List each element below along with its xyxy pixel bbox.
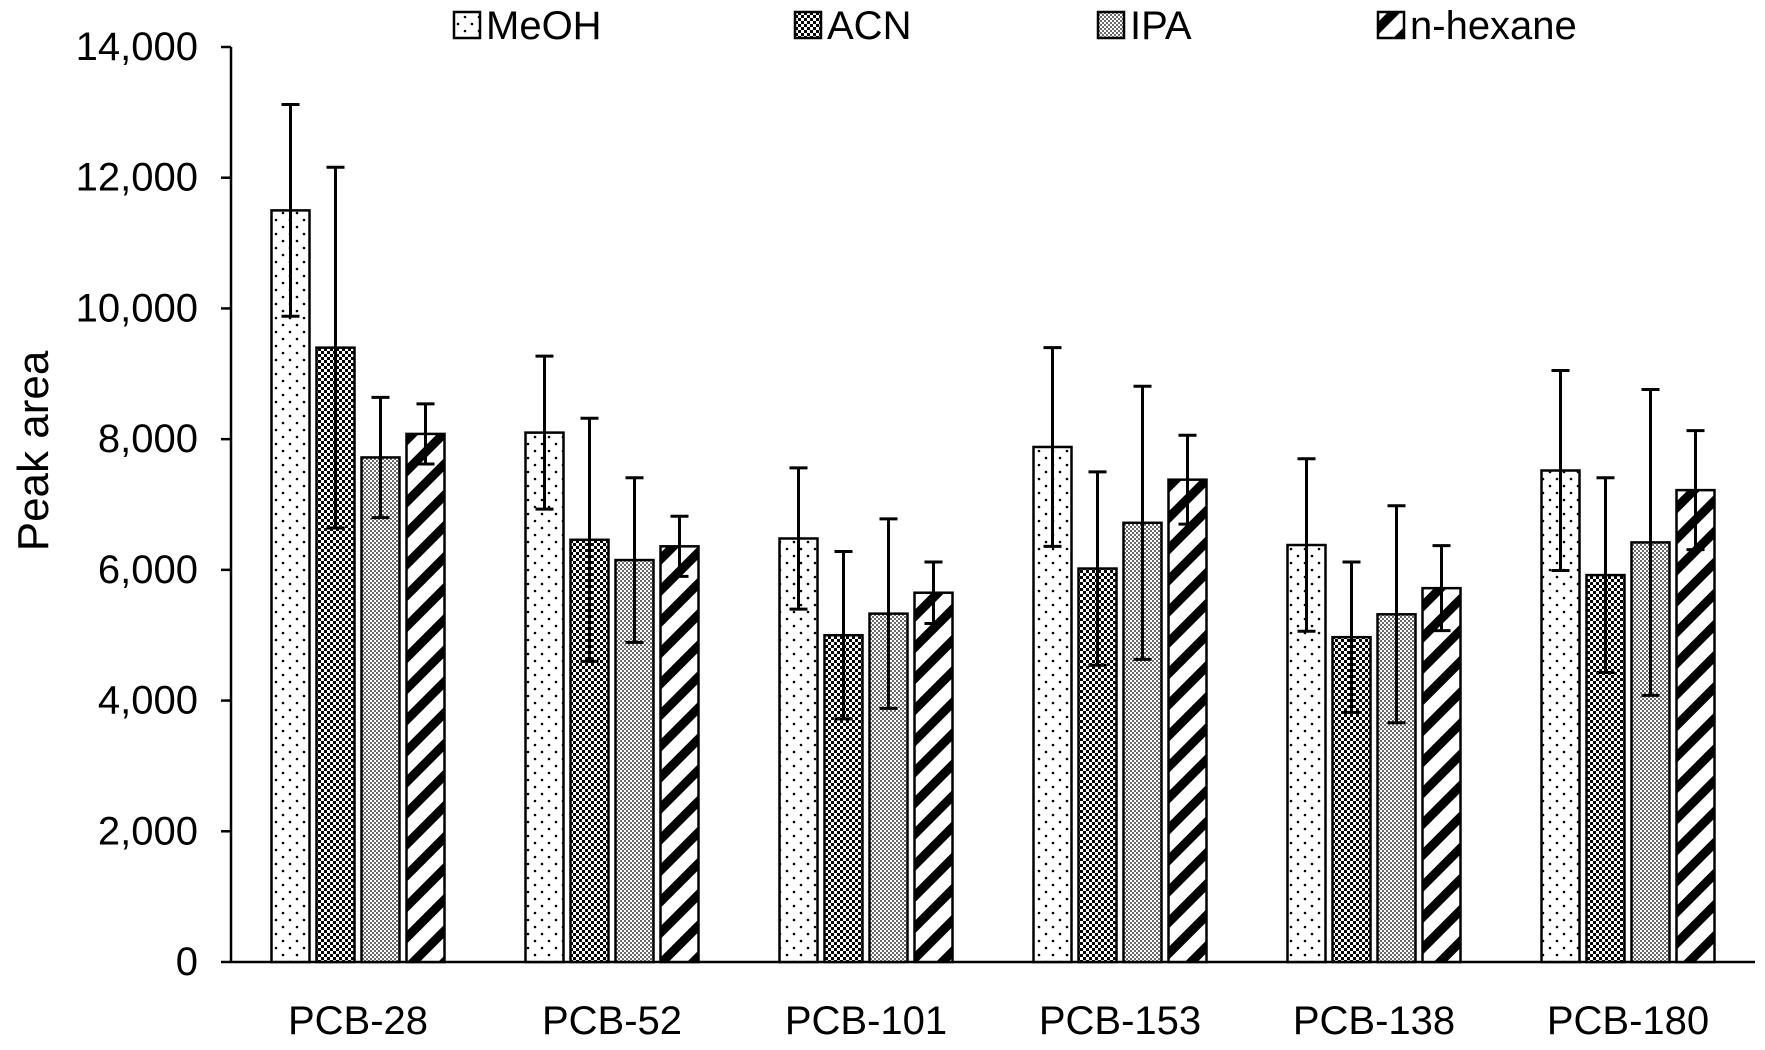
legend-swatch [1096,10,1126,40]
legend-label: ACN [827,4,911,48]
error-bar [1088,470,1107,667]
bars [270,209,1716,964]
bar-meoh-pcb-138 [1286,543,1327,964]
y-tick-label: 0 [176,940,198,984]
error-bar [879,517,898,710]
axes [221,45,1755,964]
x-tick-label: PCB-52 [542,999,682,1043]
legend-label: MeOH [486,4,602,48]
error-bar [416,402,435,466]
y-axis-title: Peak area [9,350,58,551]
bar-acn-pcb-153 [1077,567,1118,964]
legend-item-ipa: IPA [1096,4,1192,48]
error-bar [924,560,943,625]
error-bar [1178,433,1197,526]
tick-labels: 0 2,000 4,000 6,000 8,000 10,000 12,000 14,000 P… [76,25,1710,1043]
error-bar [281,103,300,318]
y-tick-label: 6,000 [98,548,198,592]
legend: MeOH ACN IPA n-hexane [452,4,1577,48]
legend-swatch [793,10,823,40]
error-bar [789,466,808,611]
bar-n-hexane-pcb-52 [659,545,700,964]
error-bar [371,395,390,520]
bar-ipa-pcb-28 [360,456,401,964]
y-tick-label: 4,000 [98,679,198,723]
bar-n-hexane-pcb-138 [1421,586,1462,964]
y-tick-label: 2,000 [98,809,198,853]
error-bar [1641,387,1660,697]
bar-n-hexane-pcb-153 [1167,478,1208,964]
error-bar [1686,429,1705,552]
legend-item-acn: ACN [793,4,911,48]
error-bar [1432,544,1451,633]
bar-n-hexane-pcb-101 [913,591,954,964]
x-tick-label: PCB-101 [785,999,947,1043]
y-tick-label: 14,000 [76,25,198,69]
legend-label: n-hexane [1410,4,1577,48]
legend-item-meoh: MeOH [452,4,602,48]
error-bar [1596,476,1615,674]
y-tick-label: 10,000 [76,286,198,330]
bar-n-hexane-pcb-28 [405,432,446,964]
error-bar [580,416,599,663]
legend-item-n-hexane: n-hexane [1376,4,1577,48]
error-bars [281,103,1705,725]
error-bar [535,354,554,511]
error-bar [326,165,345,530]
y-tick-label: 12,000 [76,156,198,200]
legend-swatch [1376,10,1406,40]
x-tick-label: PCB-153 [1039,999,1201,1043]
error-bar [1342,560,1361,714]
bar-meoh-pcb-52 [524,431,565,964]
x-tick-label: PCB-28 [288,999,428,1043]
bar-meoh-pcb-28 [270,209,311,964]
legend-swatch [452,10,482,40]
error-bar [670,514,689,578]
error-bar [1551,369,1570,573]
error-bar [1387,504,1406,725]
bar-n-hexane-pcb-180 [1675,488,1716,964]
y-tick-label: 8,000 [98,417,198,461]
bar-ipa-pcb-52 [614,558,655,964]
legend-label: IPA [1130,4,1192,48]
error-bar [1133,384,1152,661]
error-bar [1297,457,1316,633]
error-bar [1043,346,1062,548]
error-bar [625,476,644,644]
x-tick-label: PCB-180 [1547,999,1709,1043]
error-bar [834,550,853,721]
x-tick-label: PCB-138 [1293,999,1455,1043]
